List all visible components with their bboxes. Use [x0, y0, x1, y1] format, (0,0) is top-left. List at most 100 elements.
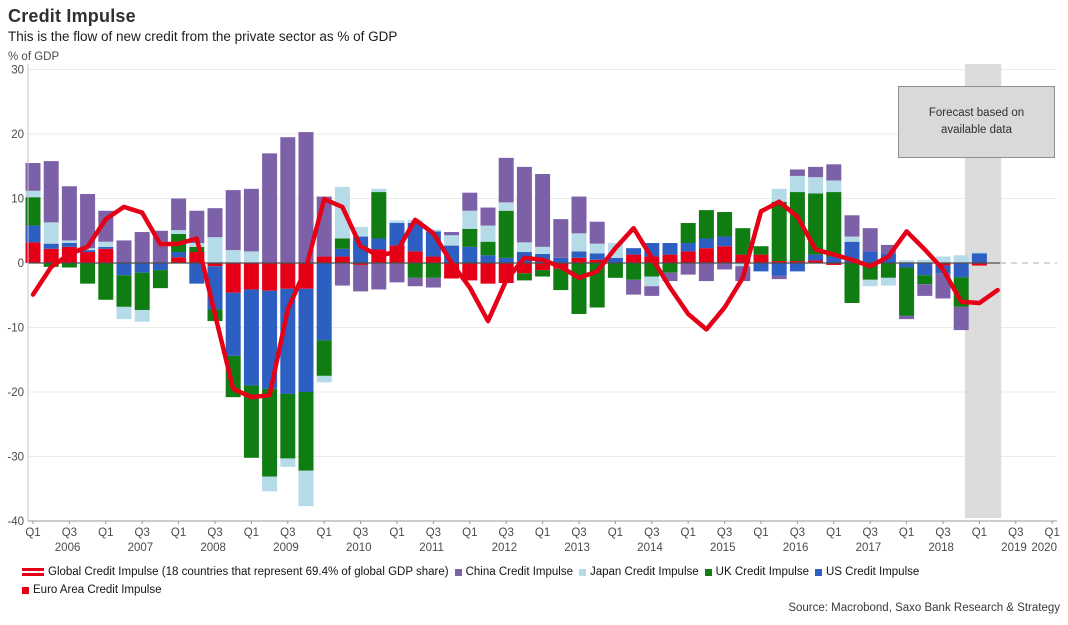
bar-segment [589, 253, 605, 260]
bar-segment [571, 257, 587, 263]
x-tick-label: Q1 [25, 527, 40, 539]
bar-segment [407, 277, 423, 287]
bar-segment [826, 192, 842, 257]
bar-segment [644, 276, 660, 287]
bar-segment [243, 251, 259, 263]
bar-segment [717, 236, 733, 247]
bar-segment [316, 340, 332, 376]
bar-segment [935, 263, 951, 266]
bar-segment [389, 223, 405, 246]
bar-segment [116, 240, 132, 263]
bar-segment [80, 252, 96, 263]
bar-segment [589, 259, 605, 263]
bar-segment [644, 286, 660, 296]
bar-segment [626, 279, 642, 295]
legend-item-label: Global Credit Impulse (18 countries that… [48, 566, 449, 578]
x-tick-label: Q3 [644, 527, 659, 539]
bar-segment [662, 254, 678, 263]
x-tick-label: Q3 [62, 527, 77, 539]
bar-segment [480, 255, 496, 263]
x-tick-label: Q1 [1045, 527, 1060, 539]
bar-segment [808, 254, 824, 261]
bar-segment [880, 244, 896, 254]
bar-segment [334, 256, 350, 263]
bar-segment [425, 256, 441, 263]
x-year-label: 2017 [856, 542, 882, 554]
legend-square-swatch-icon [578, 568, 586, 576]
bar-segment [225, 292, 241, 356]
bar-segment [316, 375, 332, 383]
bar-segment [626, 254, 642, 263]
bar-segment [80, 263, 96, 284]
bar-segment [98, 248, 114, 263]
y-tick-label: -20 [7, 387, 24, 399]
bar-segment [280, 137, 296, 263]
bar-segment [225, 263, 241, 293]
bar-segment [189, 210, 205, 244]
bar-segment [334, 248, 350, 257]
x-tick-label: Q1 [899, 527, 914, 539]
x-tick-label: Q1 [389, 527, 404, 539]
bar-segment [607, 257, 623, 263]
bar-segment [43, 222, 59, 244]
bar-segment [844, 263, 860, 303]
bar-segment [498, 210, 514, 258]
bar-segment [152, 263, 168, 271]
x-tick-label: Q1 [317, 527, 332, 539]
bar-segment [480, 225, 496, 242]
y-tick-label: -10 [7, 323, 24, 335]
bar-segment [207, 263, 223, 267]
legend-item-label: Japan Credit Impulse [589, 566, 699, 578]
bar-segment [43, 161, 59, 223]
legend-square-swatch-icon [704, 568, 712, 576]
bar-segment [516, 273, 532, 281]
x-year-label: 2014 [637, 542, 663, 554]
bar-segment [189, 263, 205, 284]
bar-segment [808, 260, 824, 263]
bar-segment [134, 263, 150, 273]
legend-item: Japan Credit Impulse [578, 566, 699, 578]
x-tick-label: Q3 [717, 527, 732, 539]
legend-item-label: US Credit Impulse [825, 566, 920, 578]
y-tick-label: 0 [18, 258, 24, 270]
bar-segment [280, 263, 296, 289]
bar-segment [553, 219, 569, 258]
bar-segment [917, 263, 933, 276]
bar-segment [662, 263, 678, 273]
legend-row-1: Global Credit Impulse (18 countries that… [22, 566, 925, 578]
bar-segment [862, 279, 878, 287]
legend-item-label: China Credit Impulse [465, 566, 573, 578]
bar-segment [899, 267, 915, 316]
x-tick-label: Q1 [826, 527, 841, 539]
bar-segment [353, 263, 369, 265]
bar-segment [171, 252, 187, 258]
bar-segment [280, 393, 296, 459]
legend-item: Global Credit Impulse (18 countries that… [22, 566, 449, 578]
bar-segment [116, 275, 132, 307]
bar-segment [407, 251, 423, 263]
y-tick-label: 20 [11, 129, 24, 141]
bar-segment [462, 228, 478, 247]
bar-segment [444, 232, 460, 236]
bar-segment [334, 238, 350, 249]
bar-segment [880, 263, 896, 278]
bar-segment [571, 263, 587, 314]
bar-segment [735, 254, 751, 263]
bar-segment [553, 257, 569, 263]
bar-segment [98, 246, 114, 249]
bar-segment [680, 223, 696, 244]
bar-segment [862, 251, 878, 263]
bar-segment [789, 192, 805, 262]
bar-segment [134, 232, 150, 263]
bar-segment [826, 256, 842, 263]
legend-item: UK Credit Impulse [704, 566, 809, 578]
bar-segment [80, 193, 96, 249]
bar-segment [462, 192, 478, 211]
bar-segment [116, 306, 132, 320]
bar-segment [771, 261, 787, 263]
bar-segment [425, 277, 441, 288]
bar-segment [225, 250, 241, 263]
bar-segment [971, 253, 987, 263]
